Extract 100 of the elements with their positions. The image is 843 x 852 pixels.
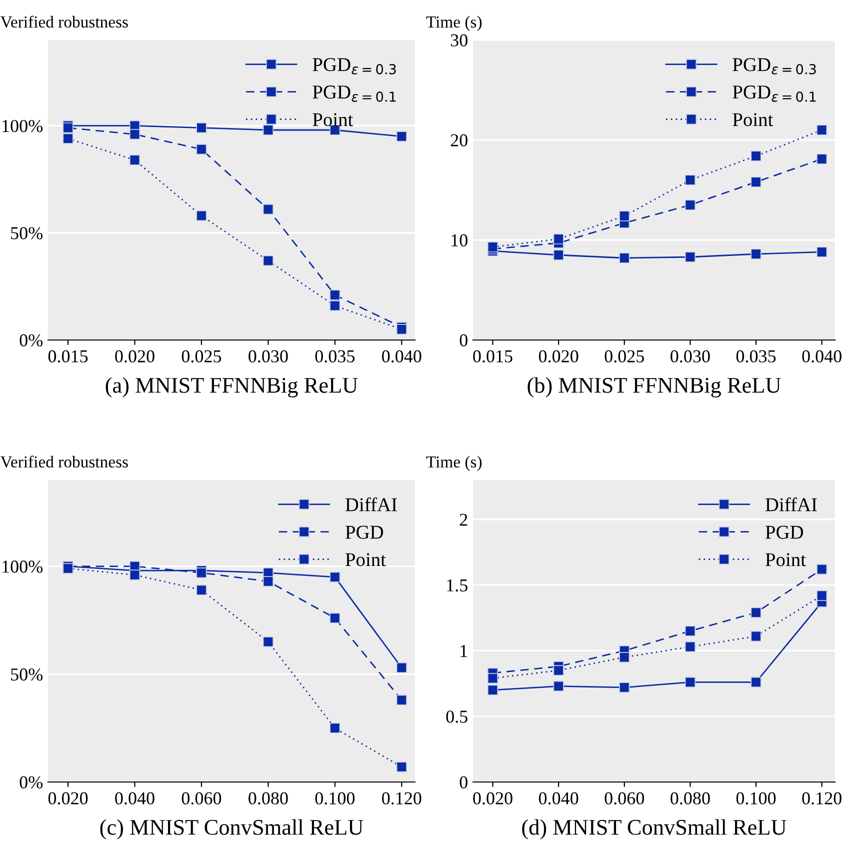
point <box>684 252 696 262</box>
legend-label: PGD <box>345 526 384 539</box>
point <box>619 652 630 663</box>
point <box>330 290 340 300</box>
y-tick-label: 50% <box>11 227 43 240</box>
x-tick-label: 0.025 <box>604 350 644 363</box>
point <box>684 626 696 636</box>
legend-label: Point <box>345 553 386 566</box>
point <box>684 174 696 186</box>
x-tick-label: 0.020 <box>48 792 88 805</box>
point <box>196 144 207 155</box>
point <box>330 300 340 311</box>
legend-label: PGD$_{ε=0.3}$ <box>732 58 816 74</box>
point <box>330 572 340 582</box>
x-tick-label: 0.025 <box>182 350 222 363</box>
x-tick-label: 0.100 <box>315 792 355 805</box>
point <box>750 150 762 162</box>
legend-label: PGD <box>765 526 804 539</box>
point <box>196 210 207 221</box>
x-tick-label: 0.120 <box>382 792 422 805</box>
point <box>816 124 828 136</box>
x-tick-label: 0.100 <box>736 792 776 805</box>
legend-label: DiffAI <box>765 497 817 512</box>
x-axis-title: (a) MNIST FFNNBig ReLU <box>106 377 358 398</box>
point <box>619 682 630 693</box>
y-tick-label: 20 <box>450 134 468 146</box>
point <box>196 567 207 578</box>
point <box>62 563 74 574</box>
x-axis-title: (c) MNIST ConvSmall ReLU <box>100 819 364 840</box>
legend-label: Point <box>312 113 354 126</box>
x-tick-label: 0.030 <box>248 350 288 363</box>
point <box>262 204 274 215</box>
point <box>196 122 207 134</box>
x-tick-label: 0.020 <box>538 350 578 363</box>
legend-label: PGD$_{ε=0.3}$ <box>312 58 396 74</box>
x-tick-label: 0.060 <box>182 792 222 805</box>
y-tick-label: 0 <box>460 776 468 788</box>
x-tick-label: 0.035 <box>315 350 355 363</box>
point <box>619 210 630 222</box>
point <box>262 576 274 587</box>
point <box>262 124 274 136</box>
point <box>750 630 762 642</box>
point <box>396 762 407 772</box>
x-tick-label: 0.020 <box>115 350 154 363</box>
point <box>816 154 828 164</box>
x-tick-label: 0.040 <box>382 350 422 363</box>
y-tick-label: 10 <box>452 234 468 246</box>
point <box>684 676 696 688</box>
y-tick-label: 50% <box>11 668 43 681</box>
point <box>816 590 828 601</box>
point <box>487 684 498 696</box>
point <box>553 250 564 260</box>
point <box>553 680 564 692</box>
x-tick-label: 0.060 <box>604 792 644 805</box>
point <box>684 200 696 210</box>
point <box>262 255 274 266</box>
point <box>62 122 74 134</box>
x-axis-title: (d) MNIST ConvSmall ReLU <box>522 819 786 840</box>
point <box>196 584 207 596</box>
y-tick-label: 0 <box>460 334 468 346</box>
point <box>816 564 828 575</box>
legend-label: Point <box>732 113 774 126</box>
legend-label: PGD$_{ε=0.1}$ <box>732 86 816 102</box>
y-axis-title: Verified robustness <box>0 16 128 28</box>
y-tick-label: 2 <box>460 514 468 526</box>
x-tick-label: 0.080 <box>248 792 288 805</box>
point <box>129 154 140 166</box>
point <box>330 612 340 624</box>
point <box>62 133 74 144</box>
point <box>396 662 407 673</box>
point <box>396 694 407 706</box>
x-tick-label: 0.040 <box>802 350 842 363</box>
y-axis-title: Time (s) <box>426 16 482 31</box>
legend-label: PGD$_{ε=0.1}$ <box>312 86 396 102</box>
y-tick-label: 100% <box>2 120 43 132</box>
point <box>619 252 630 264</box>
y-tick-label: 0.5 <box>446 710 468 723</box>
y-axis-title: Time (s) <box>426 456 482 471</box>
x-tick-label: 0.080 <box>670 792 710 805</box>
y-tick-label: 0% <box>20 334 43 346</box>
point <box>750 176 762 188</box>
legend-label: Point <box>765 553 806 566</box>
y-tick-label: 1.5 <box>447 579 468 592</box>
point <box>129 129 140 140</box>
y-tick-label: 100% <box>2 560 43 573</box>
point <box>330 722 340 734</box>
x-tick-label: 0.120 <box>802 792 842 805</box>
point <box>553 234 564 244</box>
x-tick-label: 0.040 <box>115 792 154 805</box>
x-tick-label: 0.020 <box>473 792 512 805</box>
point <box>129 570 140 580</box>
y-tick-label: 0% <box>20 776 43 788</box>
point <box>396 131 407 142</box>
y-axis-title: Verified robustness <box>0 456 128 468</box>
legend-label: DiffAI <box>345 497 397 512</box>
point <box>262 636 274 648</box>
x-tick-label: 0.015 <box>48 350 88 363</box>
point <box>750 248 762 260</box>
point <box>816 246 828 258</box>
point <box>553 665 564 676</box>
